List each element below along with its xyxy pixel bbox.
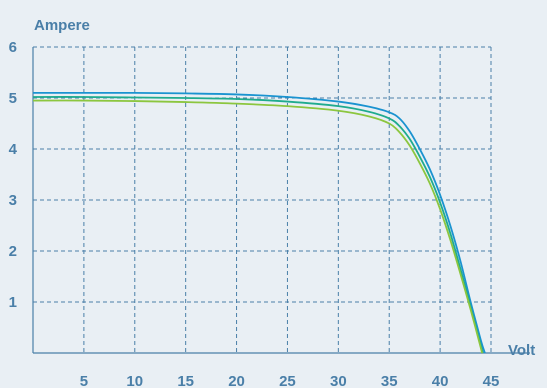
x-tick-label: 10 xyxy=(126,373,143,388)
y-tick-label: 2 xyxy=(9,243,17,260)
x-tick-label: 15 xyxy=(177,373,194,388)
y-tick-label: 6 xyxy=(9,39,17,56)
x-tick-label: 25 xyxy=(279,373,296,388)
y-tick-label: 1 xyxy=(9,294,17,311)
y-axis-title: Ampere xyxy=(34,17,90,34)
series-line-3 xyxy=(32,99,483,354)
x-tick-label: 45 xyxy=(483,373,500,388)
y-tick-label: 5 xyxy=(9,90,17,107)
x-tick-label: 40 xyxy=(432,373,449,388)
x-axis-title: Volt xyxy=(508,342,535,359)
grid xyxy=(33,46,492,353)
x-tick-label: 35 xyxy=(381,373,398,388)
x-tick-label: 20 xyxy=(228,373,245,388)
y-tick-label: 3 xyxy=(9,192,17,209)
x-tick-label: 5 xyxy=(80,373,88,388)
y-tick-label: 4 xyxy=(9,141,18,158)
series-line-2 xyxy=(32,96,484,354)
axes xyxy=(32,47,530,354)
x-tick-label: 30 xyxy=(330,373,347,388)
series-lines xyxy=(32,91,486,354)
series-line-1 xyxy=(32,91,486,354)
